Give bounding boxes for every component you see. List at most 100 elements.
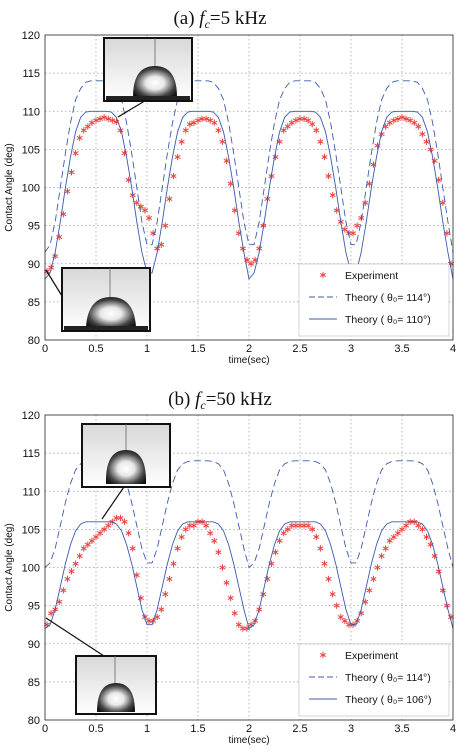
data-point xyxy=(398,114,406,121)
data-point xyxy=(72,560,79,567)
legend-label: Experiment xyxy=(345,270,398,282)
data-point xyxy=(76,134,83,142)
legend-label: Theory ( θ₀= 114°) xyxy=(345,672,431,684)
data-point xyxy=(423,138,430,145)
y-tick-label: 85 xyxy=(28,297,40,309)
data-point xyxy=(276,537,283,545)
data-point xyxy=(317,545,324,552)
data-point xyxy=(366,180,373,187)
data-point xyxy=(284,123,291,130)
data-point xyxy=(182,127,189,134)
data-point xyxy=(423,533,430,541)
data-point xyxy=(158,241,165,248)
x-tick-label: 3 xyxy=(348,343,354,355)
y-tick-label: 105 xyxy=(22,144,40,156)
x-tick-label: 3.5 xyxy=(394,343,409,355)
series-layer xyxy=(44,80,454,281)
data-point xyxy=(386,537,393,545)
data-point xyxy=(313,533,320,541)
data-point xyxy=(333,602,340,609)
data-point xyxy=(203,115,210,123)
data-point xyxy=(403,115,410,123)
data-point xyxy=(305,522,312,529)
data-point xyxy=(211,537,218,545)
data-point xyxy=(301,115,308,123)
y-tick-label: 90 xyxy=(28,259,40,271)
series-experiment xyxy=(44,114,454,275)
data-point xyxy=(219,564,226,571)
x-tick-label: 0 xyxy=(42,723,48,735)
data-point xyxy=(117,514,124,522)
data-point xyxy=(419,526,426,533)
y-tick-label: 110 xyxy=(22,486,40,498)
data-point xyxy=(166,195,173,203)
series-theory-114 xyxy=(44,80,454,253)
data-point xyxy=(309,526,316,533)
plot-frame xyxy=(44,414,454,721)
droplet-photo-a-top xyxy=(103,37,193,118)
data-point xyxy=(133,199,140,206)
data-point xyxy=(341,226,348,233)
data-point xyxy=(121,518,128,525)
data-point xyxy=(68,169,75,176)
data-point xyxy=(231,610,238,617)
data-point xyxy=(329,590,336,598)
droplet-photo-b-top xyxy=(81,423,171,520)
y-tick-label: 95 xyxy=(28,601,40,613)
y-tick-label: 110 xyxy=(22,106,40,118)
legend-label: Experiment xyxy=(345,650,398,662)
data-point xyxy=(92,533,100,541)
x-tick-label: 0.5 xyxy=(88,343,103,355)
data-point xyxy=(292,522,299,529)
data-point xyxy=(280,529,287,537)
y-tick-label: 120 xyxy=(22,30,40,42)
droplet-photo-b-bottom xyxy=(45,617,157,715)
data-point xyxy=(419,130,426,138)
y-tick-label: 80 xyxy=(28,715,40,727)
data-point xyxy=(329,191,336,199)
data-point xyxy=(129,545,136,552)
data-point xyxy=(223,579,230,586)
data-point xyxy=(248,260,255,267)
data-point xyxy=(313,127,320,134)
data-point xyxy=(72,149,79,157)
data-point xyxy=(101,526,108,533)
data-point xyxy=(178,138,185,145)
data-point xyxy=(398,526,406,533)
y-tick-label: 80 xyxy=(28,335,40,347)
x-tick-label: 2 xyxy=(246,343,252,355)
tick-labels: 0 0.5 1 1.5 2 2.5 3 3.5 4 80 85 90 95 100 105 110 115 120 xyxy=(22,30,456,355)
chart-panel-a: 0 0.5 1 1.5 2 2.5 3 3.5 4 80 85 90 95 100 105 110 115 120… xyxy=(4,30,456,366)
x-tick-label: 4 xyxy=(450,343,456,355)
y-tick-label: 85 xyxy=(28,677,40,689)
data-point xyxy=(382,545,389,552)
data-point xyxy=(105,522,112,529)
x-axis-label: time(sec) xyxy=(228,355,269,366)
x-axis-label: time(sec) xyxy=(228,735,269,746)
data-point xyxy=(186,121,193,128)
data-point xyxy=(166,575,173,583)
data-point xyxy=(309,121,316,128)
data-point xyxy=(162,222,169,229)
data-point xyxy=(170,560,177,567)
data-point xyxy=(321,560,328,567)
legend-label: Theory ( θ₀= 106°) xyxy=(345,694,431,706)
tick-labels: 0 0.5 1 1.5 2 2.5 3 3.5 4 80 85 90 95 100 105 110 115 120 xyxy=(22,410,456,735)
data-point xyxy=(292,117,299,124)
data-point xyxy=(88,537,95,545)
data-point xyxy=(296,522,304,529)
y-tick-label: 100 xyxy=(22,563,40,575)
chart-panel-b: 0 0.5 1 1.5 2 2.5 3 3.5 4 80 85 90 95 100 105 110 115 120… xyxy=(4,410,456,746)
data-point xyxy=(280,127,287,134)
x-tick-label: 1.5 xyxy=(190,723,205,735)
data-point xyxy=(305,117,312,124)
y-tick-label: 120 xyxy=(22,410,40,422)
x-tick-label: 1.5 xyxy=(190,343,205,355)
data-point xyxy=(284,526,291,533)
x-tick-label: 2.5 xyxy=(292,723,307,735)
data-point xyxy=(317,138,324,145)
data-point xyxy=(80,127,87,134)
data-point xyxy=(109,117,116,124)
data-point xyxy=(325,172,332,180)
panel-b-title: (b) fc=50 kHz xyxy=(168,389,272,412)
